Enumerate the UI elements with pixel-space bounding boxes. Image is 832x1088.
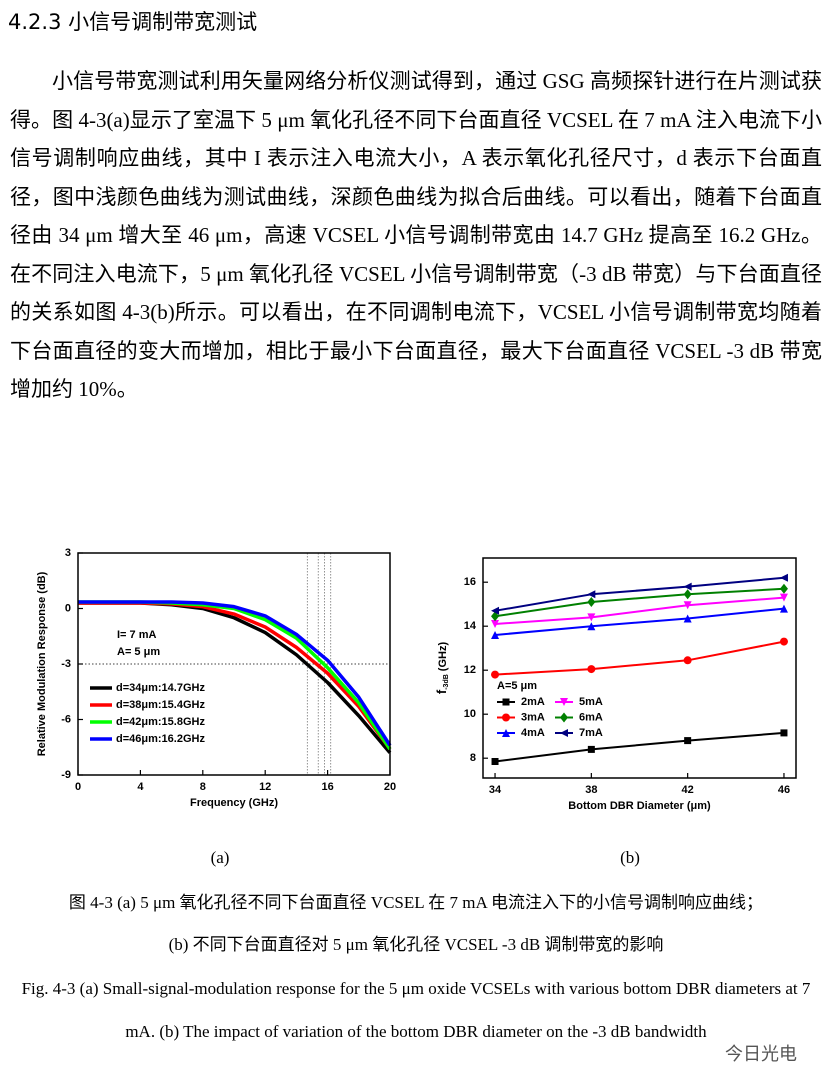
legend-label: 4mA xyxy=(521,727,545,739)
y-tick-label: -3 xyxy=(61,658,71,670)
y-tick-label: 14 xyxy=(464,620,477,632)
y-tick-label: 16 xyxy=(464,576,476,588)
y-tick-label: 12 xyxy=(464,664,476,676)
y-label-unit: (GHz) xyxy=(437,642,449,672)
marker xyxy=(683,582,692,591)
marker xyxy=(491,606,500,615)
marker xyxy=(491,631,500,639)
marker xyxy=(779,573,788,582)
marker xyxy=(502,698,510,706)
x-tick-label: 16 xyxy=(321,781,333,793)
y-axis-label: f-3dB (GHz) xyxy=(434,642,449,695)
marker xyxy=(779,583,788,594)
caption-zh: (b) 不同下台面直径对 5 μm 氧化孔径 VCSEL -3 dB 调制带宽的… xyxy=(168,935,664,954)
marker xyxy=(491,758,499,765)
y-tick-label: -6 xyxy=(61,713,71,725)
series-line xyxy=(494,576,785,612)
legend-label: d=46μm:16.2GHz xyxy=(116,733,205,745)
caption-en: Fig. 4-3 (a) Small-signal-modulation res… xyxy=(21,979,811,1041)
legend-label: 3mA xyxy=(521,711,545,723)
marker xyxy=(683,601,692,610)
legend-label: d=34μm:14.7GHz xyxy=(116,682,205,694)
series-line xyxy=(494,607,785,636)
y-tick-label: -9 xyxy=(61,769,71,781)
legend-label: d=42μm:15.8GHz xyxy=(116,716,205,728)
legend-label: 7mA xyxy=(579,727,603,739)
marker xyxy=(683,656,692,665)
x-tick-label: 8 xyxy=(200,781,206,793)
y-label-main: f xyxy=(434,689,449,694)
annotation: A=5 μm xyxy=(497,680,537,692)
x-tick-label: 46 xyxy=(778,784,790,796)
paragraph: 小信号带宽测试利用矢量网络分析仪测试得到，通过 GSG 高频探针进行在片测试获得… xyxy=(10,69,822,401)
marker xyxy=(560,712,568,723)
y-label-sub: -3dB xyxy=(443,674,450,690)
legend-label: 2mA xyxy=(521,696,545,708)
series-line xyxy=(494,731,785,763)
marker xyxy=(491,670,500,679)
marker xyxy=(587,613,596,622)
marker xyxy=(491,611,500,622)
x-tick-label: 0 xyxy=(75,781,81,793)
x-tick-label: 12 xyxy=(259,781,271,793)
y-tick-label: 10 xyxy=(464,708,476,720)
marker xyxy=(587,590,596,599)
series-line xyxy=(494,587,785,618)
marker xyxy=(779,593,788,602)
x-tick-label: 4 xyxy=(137,781,144,793)
y-tick-label: 8 xyxy=(470,752,476,764)
y-axis-label: Relative Modulation Response (dB) xyxy=(36,571,48,756)
series-line xyxy=(494,640,785,676)
caption-zh: 图 4-3 (a) 5 μm 氧化孔径不同下台面直径 VCSEL 在 7 mA … xyxy=(68,893,764,912)
legend-label: d=38μm:15.4GHz xyxy=(116,699,205,711)
x-tick-label: 38 xyxy=(585,784,597,796)
marker xyxy=(491,620,500,628)
marker xyxy=(587,745,595,753)
caption-label: (b) xyxy=(620,848,640,867)
plot-frame xyxy=(77,552,391,776)
marker xyxy=(684,737,692,745)
y-tick-label: 0 xyxy=(65,602,71,614)
marker xyxy=(779,604,788,613)
marker xyxy=(502,729,510,737)
x-tick-label: 20 xyxy=(384,781,396,793)
series-line xyxy=(78,600,392,747)
marker xyxy=(683,614,692,623)
marker xyxy=(587,665,596,674)
legend-label: 5mA xyxy=(579,696,603,708)
marker xyxy=(780,729,788,737)
marker xyxy=(560,729,568,737)
caption-label: (a) xyxy=(210,848,230,867)
annotation: I= 7 mA xyxy=(117,629,156,641)
x-axis-label: Bottom DBR Diameter (μm) xyxy=(568,800,711,812)
figures: 0 4 8 12 16 20 3 0 -3 -6 -9 Frequency (GHz) Relative… xyxy=(36,547,797,812)
watermark: 今日光电 xyxy=(725,1044,797,1065)
marker xyxy=(587,597,596,607)
section-heading: 4.2.3 小信号调制带宽测试 xyxy=(8,10,258,34)
plot-frame xyxy=(482,557,797,779)
annotation: A= 5 μm xyxy=(117,646,160,658)
marker xyxy=(779,637,788,646)
marker xyxy=(502,713,510,722)
legend-label: 6mA xyxy=(579,711,603,723)
marker xyxy=(587,622,596,631)
x-tick-label: 34 xyxy=(489,784,502,796)
x-axis-label: Frequency (GHz) xyxy=(190,797,278,809)
marker xyxy=(560,698,568,706)
x-tick-label: 42 xyxy=(682,784,694,796)
series-line xyxy=(494,596,785,625)
marker xyxy=(683,589,692,600)
y-tick-label: 3 xyxy=(65,547,71,559)
